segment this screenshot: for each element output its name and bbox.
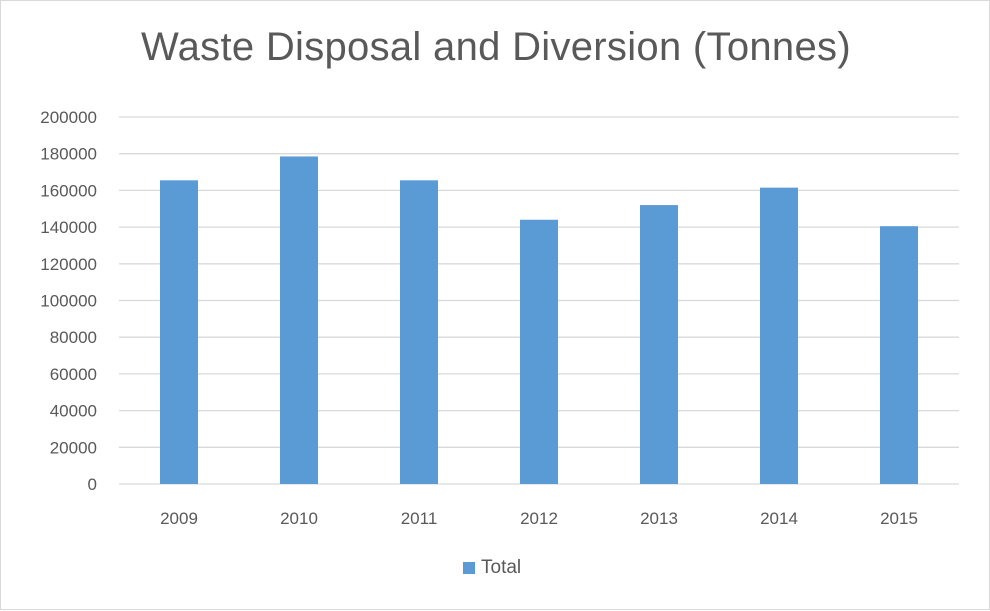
bar-2010	[280, 156, 318, 484]
bar-2015	[880, 226, 918, 484]
y-tick-label: 40000	[50, 402, 97, 421]
x-tick-label: 2011	[401, 509, 438, 528]
bar-2012	[520, 219, 558, 484]
x-tick-label: 2015	[880, 509, 918, 528]
y-tick-label: 100000	[40, 292, 97, 311]
legend: Total	[463, 557, 521, 579]
x-tick-label: 2014	[760, 509, 798, 528]
bar-2014	[760, 187, 798, 484]
x-tick-label: 2013	[640, 509, 678, 528]
legend-label: Total	[481, 557, 522, 578]
y-tick-label: 60000	[50, 365, 97, 384]
bar-2011	[400, 180, 438, 484]
x-tick-label: 2010	[280, 509, 318, 528]
y-tick-label: 140000	[40, 218, 97, 237]
legend-swatch	[463, 562, 475, 574]
y-tick-label: 0	[88, 475, 97, 494]
x-axis-ticks: 2009 2010 2011 2012 2013 2014 2015	[160, 509, 918, 528]
y-tick-label: 20000	[50, 438, 97, 457]
x-tick-label: 2009	[160, 509, 198, 528]
bar-2013	[640, 205, 678, 484]
chart-title: Waste Disposal and Diversion (Tonnes)	[141, 25, 851, 69]
y-axis-ticks: 0 20000 40000 60000 80000 100000 120000 140000 1…	[40, 108, 97, 494]
y-tick-label: 80000	[50, 328, 97, 347]
y-tick-label: 120000	[40, 255, 97, 274]
x-tick-label: 2012	[520, 509, 558, 528]
bars	[160, 156, 918, 484]
y-tick-label: 160000	[40, 181, 97, 200]
y-tick-label: 180000	[40, 145, 97, 164]
bar-2009	[160, 180, 198, 484]
y-tick-label: 200000	[40, 108, 97, 127]
